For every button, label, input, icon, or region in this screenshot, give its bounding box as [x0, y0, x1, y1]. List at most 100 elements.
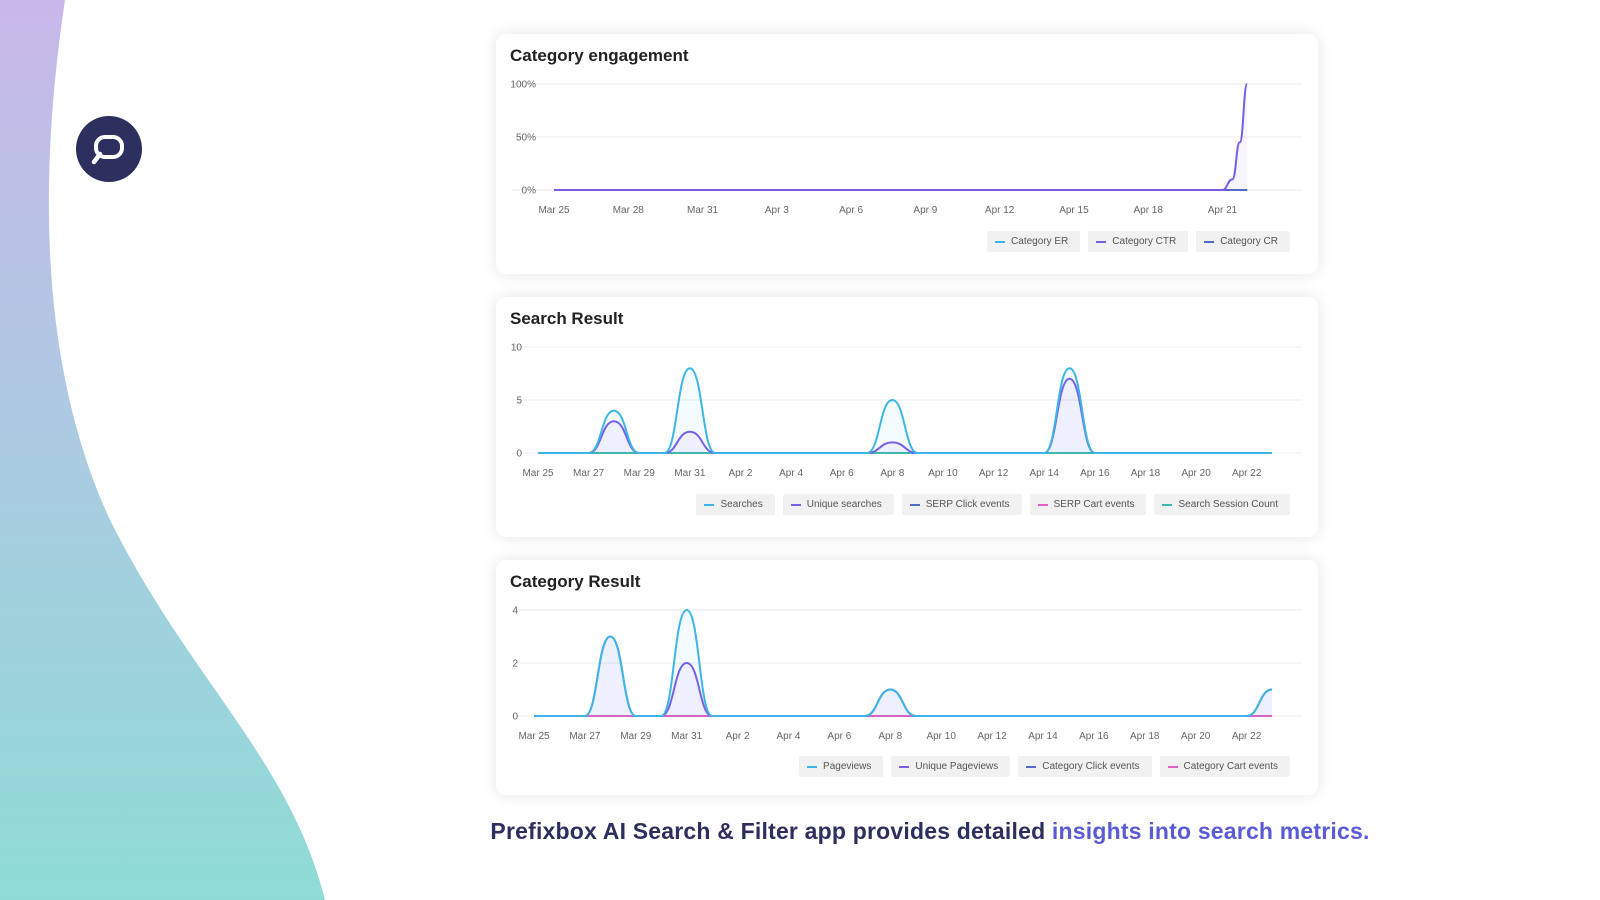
x-tick-label: Apr 12: [985, 205, 1015, 216]
legend-item[interactable]: Searches: [696, 494, 775, 515]
x-tick-label: Apr 20: [1181, 731, 1211, 742]
prefixbox-logo: [76, 116, 142, 182]
y-tick-label: 0: [516, 449, 522, 460]
caption-highlight: insights into search metrics.: [1051, 818, 1370, 844]
category-result-card: Category Result 0 2 4 Mar 25 Mar 27 Mar 29 Mar…: [496, 560, 1318, 795]
legend-label: Unique searches: [806, 499, 882, 510]
series-area-unique-searches: [538, 378, 1272, 453]
legend-label: Category CR: [1220, 236, 1278, 247]
y-tick-label: 0: [512, 712, 518, 723]
x-tick-label: Apr 10: [928, 468, 958, 479]
x-tick-label: Mar 28: [613, 205, 645, 216]
x-tick-label: Apr 2: [729, 468, 753, 479]
legend-label: Category CTR: [1112, 236, 1177, 247]
x-tick-label: Apr 4: [779, 468, 803, 479]
chart-legend: Pageviews Unique Pageviews Category Click …: [799, 756, 1290, 777]
legend-swatch: [704, 503, 715, 506]
x-tick-label: Apr 8: [878, 731, 902, 742]
legend-swatch: [1162, 503, 1173, 506]
legend-item[interactable]: Category Click events: [1018, 756, 1152, 777]
x-tick-label: Apr 2: [726, 731, 750, 742]
y-tick-label: 5: [516, 396, 522, 407]
x-tick-label: Mar 31: [674, 468, 706, 479]
y-tick-label: 50%: [516, 133, 536, 144]
legend-swatch: [995, 240, 1006, 243]
legend-item[interactable]: Unique Pageviews: [891, 756, 1011, 777]
legend-label: SERP Cart events: [1053, 499, 1135, 510]
x-tick-label: Apr 9: [913, 205, 937, 216]
legend-label: SERP Click events: [925, 499, 1010, 510]
series-area-pageviews: [534, 610, 1272, 716]
y-tick-label: 0%: [522, 186, 537, 197]
x-tick-label: Apr 15: [1059, 205, 1089, 216]
legend-item[interactable]: Unique searches: [782, 494, 894, 515]
x-tick-label: Mar 29: [624, 468, 656, 479]
legend-item[interactable]: SERP Click events: [901, 494, 1022, 515]
x-tick-label: Apr 18: [1130, 731, 1160, 742]
legend-label: Category ER: [1011, 236, 1069, 247]
legend-item[interactable]: Category ER: [987, 231, 1081, 252]
legend-item[interactable]: Category CR: [1196, 231, 1290, 252]
category-engagement-chart: 0% 50% 100% Mar 25 Mar 28 Mar 31 Apr 3 Apr 6 Apr…: [510, 80, 1302, 216]
chart-title: Category Result: [510, 572, 641, 591]
legend-swatch: [790, 503, 801, 506]
chart-legend: Searches Unique searches SERP Click events…: [696, 494, 1290, 515]
x-tick-label: Apr 12: [979, 468, 1009, 479]
x-tick-label: Apr 8: [880, 468, 904, 479]
chat-search-icon: [91, 135, 124, 165]
x-tick-label: Apr 21: [1208, 205, 1238, 216]
x-tick-label: Apr 22: [1232, 468, 1262, 479]
x-tick-label: Apr 10: [926, 731, 956, 742]
caption: Prefixbox AI Search & Filter app provide…: [0, 818, 1600, 845]
caption-text: Prefixbox AI Search & Filter app provide…: [490, 818, 1052, 844]
legend-item[interactable]: Pageviews: [799, 756, 884, 777]
x-tick-label: Apr 22: [1232, 731, 1262, 742]
legend-item[interactable]: Search Session Count: [1154, 494, 1290, 515]
x-tick-label: Apr 4: [777, 731, 801, 742]
legend-item[interactable]: Category CTR: [1088, 231, 1189, 252]
legend-label: Pageviews: [823, 761, 872, 772]
x-tick-label: Apr 6: [827, 731, 851, 742]
x-tick-label: Apr 20: [1181, 468, 1211, 479]
x-tick-label: Mar 25: [518, 731, 550, 742]
x-tick-label: Mar 27: [573, 468, 605, 479]
legend-swatch: [807, 765, 818, 768]
x-tick-label: Apr 16: [1080, 468, 1110, 479]
x-tick-label: Apr 18: [1133, 205, 1163, 216]
y-tick-label: 10: [511, 343, 523, 354]
legend-swatch: [1167, 765, 1178, 768]
x-tick-label: Mar 25: [538, 205, 570, 216]
legend-swatch: [899, 765, 910, 768]
legend-label: Category Cart events: [1183, 761, 1279, 772]
x-tick-label: Apr 6: [830, 468, 854, 479]
x-tick-label: Mar 27: [569, 731, 601, 742]
legend-label: Category Click events: [1042, 761, 1140, 772]
chart-legend: Category ER Category CTR Category CR: [987, 231, 1290, 252]
category-result-chart: 0 2 4 Mar 25 Mar 27 Mar 29 Mar 31 Apr 2 Apr 4 Apr…: [512, 606, 1302, 742]
legend-label: Searches: [720, 499, 763, 510]
chart-title: Category engagement: [510, 46, 689, 65]
series-line-pageviews: [533, 608, 1273, 717]
category-engagement-card: Category engagement 0% 50% 100% Mar 25 Mar 2…: [496, 34, 1318, 274]
y-tick-label: 2: [512, 659, 518, 670]
search-result-chart: 0 5 10 Mar 25 Mar 27 Mar 29 Mar 31 Apr 2 Apr 4 Ap…: [511, 343, 1302, 479]
x-tick-label: Mar 31: [687, 205, 719, 216]
search-result-card: Search Result 0 5 10 Mar 25 Mar 27 Mar 29 Mar …: [496, 297, 1318, 537]
series-line-category-ctr: [554, 83, 1249, 192]
legend-swatch: [1204, 240, 1215, 243]
x-tick-label: Apr 14: [1028, 731, 1058, 742]
x-tick-label: Mar 25: [522, 468, 554, 479]
series-line-searches: [537, 367, 1272, 454]
x-tick-label: Mar 31: [671, 731, 703, 742]
x-tick-label: Apr 16: [1079, 731, 1109, 742]
x-tick-label: Apr 3: [765, 205, 789, 216]
legend-item[interactable]: SERP Cart events: [1029, 494, 1147, 515]
legend-swatch: [1026, 765, 1037, 768]
y-tick-label: 100%: [510, 80, 536, 91]
x-tick-label: Apr 6: [839, 205, 863, 216]
legend-swatch: [909, 503, 920, 506]
legend-item[interactable]: Category Cart events: [1159, 756, 1290, 777]
x-tick-label: Apr 18: [1131, 468, 1161, 479]
legend-label: Search Session Count: [1178, 499, 1278, 510]
series-area-searches: [538, 368, 1272, 453]
